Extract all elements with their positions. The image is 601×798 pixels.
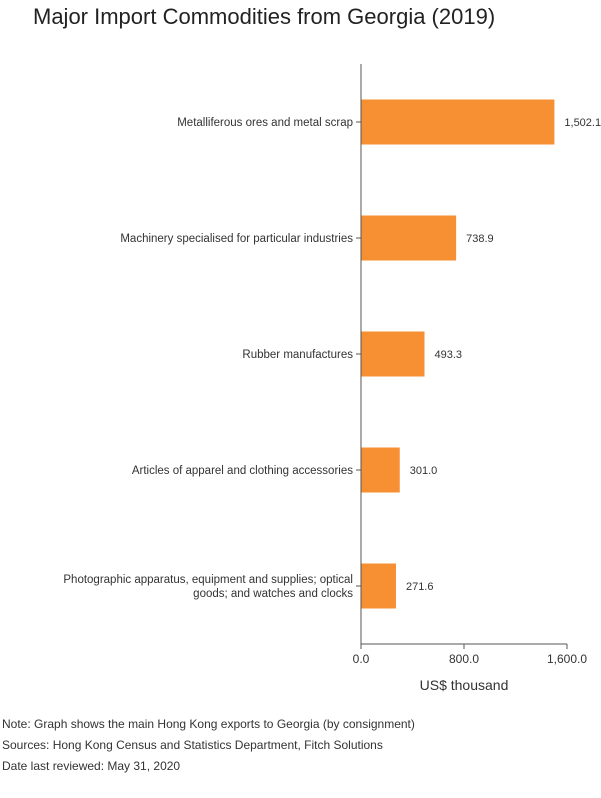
bar-chart: 1,502.1 Metalliferous ores and metal scra… — [63, 64, 601, 693]
category-label: Articles of apparel and clothing accesso… — [132, 465, 353, 477]
x-tick-label: 800.0 — [449, 652, 479, 666]
data-label: 271.6 — [406, 581, 434, 593]
category-label: goods; and watches and clocks — [193, 588, 353, 600]
category-label: Photographic apparatus, equipment and su… — [63, 574, 353, 586]
data-label: 1,502.1 — [564, 117, 601, 129]
data-label: 301.0 — [410, 465, 438, 477]
data-label: 493.3 — [435, 349, 463, 361]
x-axis-label: US$ thousand — [420, 677, 509, 693]
sources-text: Sources: Hong Kong Census and Statistics… — [2, 738, 383, 752]
chart-title: Major Import Commodities from Georgia (2… — [33, 4, 496, 29]
date-reviewed-text: Date last reviewed: May 31, 2020 — [2, 759, 181, 773]
x-tick-label: 1,600.0 — [547, 652, 587, 666]
chart-notes: Note: Graph shows the main Hong Kong exp… — [2, 714, 415, 777]
data-label: 738.9 — [466, 233, 494, 245]
bar — [361, 215, 457, 261]
note-text: Note: Graph shows the main Hong Kong exp… — [2, 717, 415, 731]
bar — [361, 99, 555, 145]
category-label: Machinery specialised for particular ind… — [120, 233, 353, 245]
bar — [361, 331, 425, 377]
bar — [361, 563, 396, 609]
category-label: Rubber manufactures — [242, 349, 353, 361]
bar — [361, 447, 400, 493]
x-tick-label: 0.0 — [353, 652, 370, 666]
category-label: Metalliferous ores and metal scrap — [177, 117, 353, 129]
